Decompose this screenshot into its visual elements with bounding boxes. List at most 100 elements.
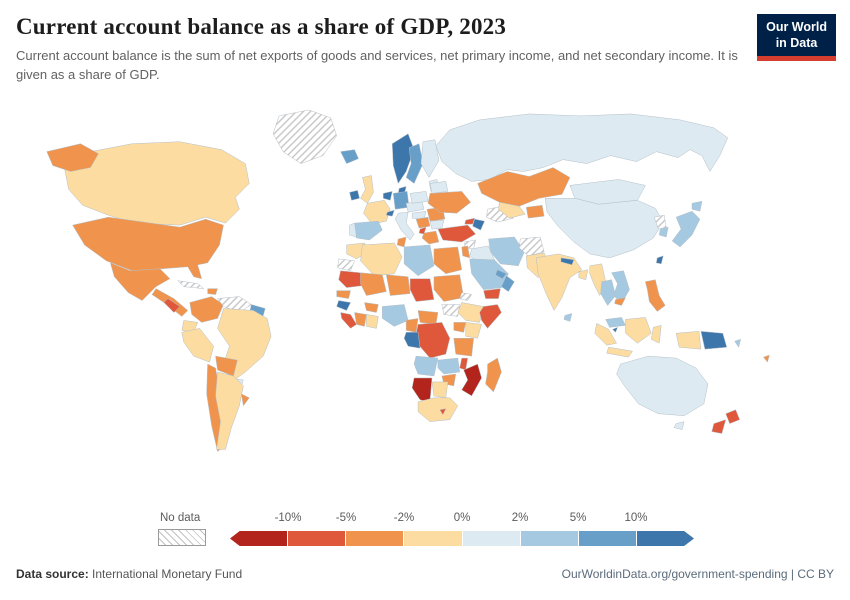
country-saudi-arabia[interactable]	[469, 258, 509, 290]
country-uzbekistan[interactable]	[498, 202, 526, 219]
country-burkina-faso[interactable]	[364, 302, 379, 313]
country-uruguay[interactable]	[241, 393, 250, 407]
country-nigeria[interactable]	[382, 304, 409, 327]
country-canada[interactable]	[64, 141, 250, 226]
country-ethiopia[interactable]	[457, 302, 484, 323]
country-senegal[interactable]	[336, 290, 351, 299]
country-peru[interactable]	[181, 328, 214, 363]
country-japan-hokkaido[interactable]	[691, 201, 703, 212]
country-chad[interactable]	[409, 278, 435, 302]
country-indonesia-sulawesi[interactable]	[651, 325, 662, 344]
country-greenland[interactable]	[272, 109, 337, 164]
country-azerbaijan[interactable]	[472, 218, 485, 231]
legend-bin-gt10[interactable]	[635, 531, 694, 546]
country-algeria[interactable]	[360, 242, 403, 276]
country-yemen[interactable]	[483, 288, 501, 299]
country-georgia[interactable]	[464, 217, 475, 225]
legend-bin-n10-n5[interactable]	[287, 531, 346, 546]
country-bulgaria[interactable]	[429, 219, 445, 230]
country-hispaniola[interactable]	[207, 288, 218, 295]
country-finland[interactable]	[420, 139, 440, 178]
country-tunisia[interactable]	[396, 236, 407, 248]
country-tanzania[interactable]	[453, 338, 474, 357]
country-iran[interactable]	[488, 236, 525, 267]
country-afghanistan[interactable]	[519, 236, 545, 257]
country-poland[interactable]	[409, 191, 429, 204]
legend-bin-lt-10[interactable]	[230, 531, 288, 546]
country-fiji[interactable]	[763, 354, 770, 363]
country-south-africa[interactable]	[417, 397, 459, 422]
country-bangladesh[interactable]	[578, 269, 589, 280]
country-australia[interactable]	[616, 355, 709, 416]
country-madagascar[interactable]	[485, 357, 502, 393]
country-sweden[interactable]	[405, 143, 424, 184]
country-mozambique[interactable]	[461, 363, 482, 397]
country-solomon-islands[interactable]	[734, 339, 741, 348]
country-italy[interactable]	[394, 211, 415, 241]
country-south-korea[interactable]	[659, 226, 669, 238]
country-dr-congo[interactable]	[415, 322, 451, 359]
country-zambia[interactable]	[437, 357, 460, 375]
country-japan[interactable]	[671, 210, 701, 248]
country-sudan[interactable]	[433, 274, 464, 302]
country-colombia[interactable]	[189, 296, 224, 323]
country-ukraine[interactable]	[427, 191, 471, 214]
country-new-zealand-south[interactable]	[711, 419, 727, 434]
country-malawi[interactable]	[459, 357, 468, 371]
country-egypt[interactable]	[433, 246, 462, 274]
country-gulf-states[interactable]	[495, 269, 507, 279]
country-jordan-israel[interactable]	[461, 245, 470, 259]
country-somalia[interactable]	[479, 304, 502, 329]
country-venezuela[interactable]	[217, 296, 252, 313]
country-sierra-leone-liberia[interactable]	[340, 312, 357, 329]
legend-color-strip[interactable]	[230, 531, 694, 546]
country-uganda-rwanda[interactable]	[453, 322, 466, 333]
country-nepal[interactable]	[560, 257, 575, 266]
country-south-sudan[interactable]	[441, 304, 460, 317]
country-alaska[interactable]	[46, 143, 99, 172]
country-serbia-bosnia[interactable]	[415, 216, 431, 229]
country-indonesia-sumatra[interactable]	[594, 323, 617, 346]
country-iceland[interactable]	[340, 149, 359, 164]
country-ireland[interactable]	[349, 190, 360, 201]
legend-bin-5-10[interactable]	[577, 531, 636, 546]
country-mali[interactable]	[360, 272, 387, 296]
legend-bin-n2-0[interactable]	[403, 531, 462, 546]
country-ivory-coast[interactable]	[354, 312, 367, 327]
country-central-african-republic[interactable]	[417, 310, 439, 325]
footer-credit[interactable]: OurWorldinData.org/government-spending |…	[561, 567, 834, 581]
country-united-kingdom[interactable]	[360, 175, 374, 204]
country-mauritania[interactable]	[338, 270, 363, 288]
country-libya[interactable]	[403, 244, 435, 276]
country-indonesia-java[interactable]	[606, 346, 633, 358]
country-india[interactable]	[535, 253, 583, 311]
country-united-states[interactable]	[72, 216, 224, 279]
country-nicaragua-honduras[interactable]	[163, 298, 181, 313]
country-kazakhstan[interactable]	[477, 167, 571, 207]
country-eritrea-djibouti[interactable]	[459, 292, 472, 301]
country-namibia[interactable]	[411, 377, 433, 403]
country-argentina[interactable]	[215, 371, 244, 450]
country-gabon-congo[interactable]	[403, 332, 421, 349]
country-western-sahara[interactable]	[337, 258, 355, 272]
country-oman[interactable]	[501, 275, 515, 292]
country-portugal[interactable]	[349, 222, 357, 238]
country-singapore[interactable]	[612, 327, 618, 333]
country-kyrgyzstan-tajikistan[interactable]	[525, 205, 545, 219]
country-cuba[interactable]	[177, 280, 204, 289]
country-russia[interactable]	[435, 113, 728, 182]
country-belarus[interactable]	[429, 181, 449, 194]
country-north-korea[interactable]	[654, 214, 667, 230]
country-taiwan[interactable]	[656, 255, 664, 265]
country-new-zealand-north[interactable]	[725, 409, 740, 424]
country-netherlands[interactable]	[383, 191, 393, 201]
country-indonesia-west-papua[interactable]	[675, 331, 702, 350]
country-mexico[interactable]	[110, 262, 171, 301]
country-china[interactable]	[544, 198, 664, 259]
country-malaysia[interactable]	[605, 317, 626, 328]
country-philippines[interactable]	[645, 279, 666, 312]
country-greece[interactable]	[421, 230, 440, 245]
country-cameroon[interactable]	[405, 318, 419, 333]
country-indonesia-borneo[interactable]	[625, 317, 652, 344]
no-data-swatch[interactable]	[158, 529, 206, 546]
